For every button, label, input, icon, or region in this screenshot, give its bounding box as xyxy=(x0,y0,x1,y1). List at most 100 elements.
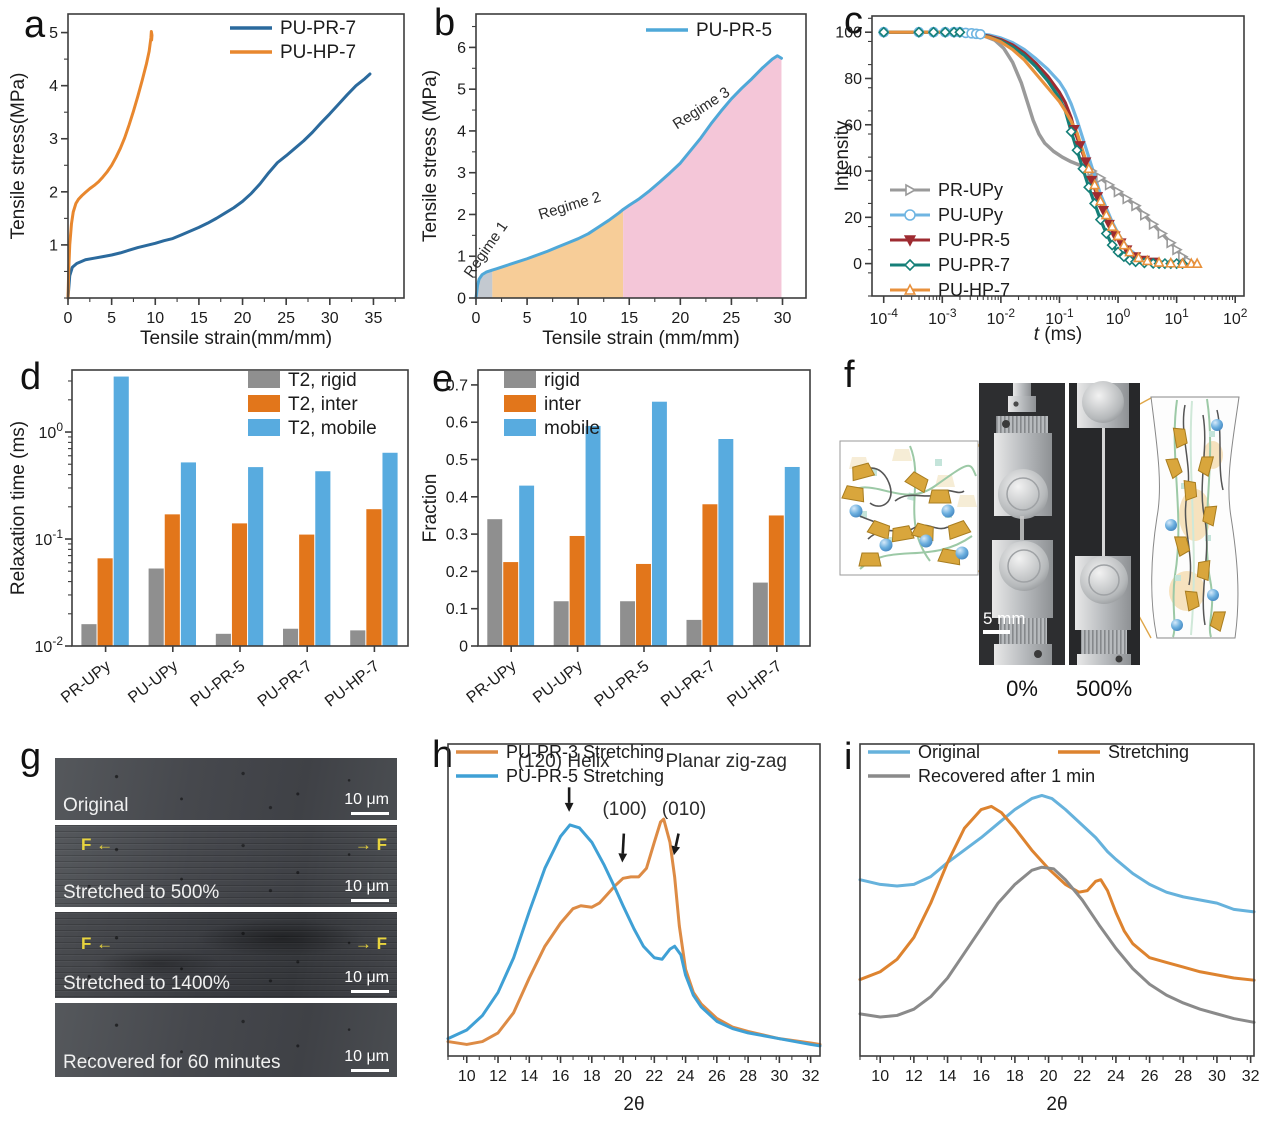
svg-text:35: 35 xyxy=(365,310,383,327)
svg-text:10: 10 xyxy=(871,1068,889,1085)
svg-text:26: 26 xyxy=(1141,1068,1159,1085)
svg-text:inter: inter xyxy=(544,394,582,415)
tensile-test-illustration: 5 mm 0% 500% xyxy=(839,381,1240,701)
svg-text:28: 28 xyxy=(1174,1068,1192,1085)
scale-bar xyxy=(351,1068,389,1072)
svg-text:T2, rigid: T2, rigid xyxy=(288,370,357,391)
svg-text:20: 20 xyxy=(234,310,252,327)
svg-text:0.7: 0.7 xyxy=(446,377,468,394)
svg-text:16: 16 xyxy=(972,1068,990,1085)
scale-bar xyxy=(351,898,389,902)
svg-text:5: 5 xyxy=(523,310,532,327)
svg-text:5: 5 xyxy=(457,82,466,99)
svg-text:T2, inter: T2, inter xyxy=(288,394,358,415)
svg-text:5: 5 xyxy=(107,310,116,327)
micrograph-label: Recovered for 60 minutes xyxy=(63,1052,281,1073)
svg-text:10-2: 10-2 xyxy=(35,634,64,656)
force-arrow-left: F ← xyxy=(81,934,114,954)
svg-text:4: 4 xyxy=(49,78,58,95)
svg-text:101: 101 xyxy=(1164,306,1189,328)
svg-text:Stretching: Stretching xyxy=(1108,742,1189,762)
svg-text:0.2: 0.2 xyxy=(446,564,468,581)
svg-text:102: 102 xyxy=(1223,306,1248,328)
svg-text:5: 5 xyxy=(49,25,58,42)
svg-text:26: 26 xyxy=(708,1068,726,1085)
svg-text:40: 40 xyxy=(844,164,862,181)
svg-text:18: 18 xyxy=(1006,1068,1024,1085)
svg-text:(100): (100) xyxy=(602,799,646,820)
photo-stretched-500 xyxy=(1069,381,1140,665)
micrograph-recovered: Recovered for 60 minutes 10 μm xyxy=(55,1003,397,1077)
svg-text:22: 22 xyxy=(645,1068,663,1085)
scale-bar xyxy=(351,811,389,815)
panel-f-stretch-photos: 5 mm 0% 500% xyxy=(832,358,1262,735)
svg-text:10-1: 10-1 xyxy=(1045,306,1074,328)
svg-text:2θ: 2θ xyxy=(623,1094,644,1115)
svg-text:Regime 2: Regime 2 xyxy=(537,188,603,223)
svg-text:10-3: 10-3 xyxy=(928,306,957,328)
scale-bar-label: 5 mm xyxy=(983,609,1026,628)
panel-letter-g: g xyxy=(20,736,42,778)
network-schematic-stretched xyxy=(1150,396,1240,639)
micrograph-stretched-1400: F ← → F Stretched to 1400% 10 μm xyxy=(55,912,397,998)
svg-text:(120) Helix: (120) Helix xyxy=(518,751,610,772)
svg-text:10: 10 xyxy=(146,310,164,327)
svg-text:100: 100 xyxy=(835,25,862,42)
force-arrow-right: → F xyxy=(354,834,387,854)
micrograph-stretched-500: F ← → F Stretched to 500% 10 μm xyxy=(55,825,397,907)
svg-text:PU-HP-7: PU-HP-7 xyxy=(938,280,1010,300)
scale-bar-label: 10 μm xyxy=(344,1047,389,1065)
svg-text:12: 12 xyxy=(905,1068,923,1085)
svg-text:PR-UPy: PR-UPy xyxy=(58,658,114,707)
svg-text:10: 10 xyxy=(569,310,587,327)
svg-text:PU-UPy: PU-UPy xyxy=(125,658,181,707)
svg-text:20: 20 xyxy=(671,310,689,327)
svg-text:100: 100 xyxy=(39,420,64,442)
scale-bar xyxy=(983,630,1010,634)
panel-c-nmr-decay-chart: 10-4 10-3 10-2 10-1 100 101 102 0 20 40 60 80 100 t (… xyxy=(832,4,1262,355)
svg-text:30: 30 xyxy=(321,310,339,327)
panel-letter-f: f xyxy=(844,354,855,396)
svg-text:28: 28 xyxy=(739,1068,757,1085)
micrograph-label: Original xyxy=(63,795,129,816)
svg-text:PU-PR-3 Stretching: PU-PR-3 Stretching xyxy=(506,742,664,762)
svg-text:Tensile stress (MPa): Tensile stress (MPa) xyxy=(420,70,441,242)
svg-text:PU-PR-7: PU-PR-7 xyxy=(938,255,1010,275)
svg-text:PU-PR-7: PU-PR-7 xyxy=(255,658,316,711)
photo-unstretched: 5 mm xyxy=(979,383,1065,665)
svg-text:1: 1 xyxy=(457,249,466,266)
panel-letter-d: d xyxy=(20,356,42,398)
panel-letter-e: e xyxy=(432,358,454,400)
svg-text:0.5: 0.5 xyxy=(446,452,468,469)
svg-text:30: 30 xyxy=(774,310,792,327)
panel-letter-c: c xyxy=(844,0,863,42)
svg-text:0: 0 xyxy=(459,639,468,656)
svg-text:10-1: 10-1 xyxy=(35,527,64,549)
svg-text:t (ms): t (ms) xyxy=(1034,324,1083,345)
svg-text:PU-HP-7: PU-HP-7 xyxy=(280,42,356,63)
stress-strain-chart-a: 0 5 10 15 20 25 30 35 1 2 3 4 5 Tensile strain(mm/mm)… xyxy=(8,13,405,349)
svg-text:1: 1 xyxy=(49,237,58,254)
svg-text:20: 20 xyxy=(844,210,862,227)
svg-text:32: 32 xyxy=(802,1068,820,1085)
svg-text:PU-PR-5 Stretching: PU-PR-5 Stretching xyxy=(506,766,664,786)
force-arrow-right: → F xyxy=(354,934,387,954)
svg-text:Tensile strain (mm/mm): Tensile strain (mm/mm) xyxy=(542,328,739,349)
svg-text:14: 14 xyxy=(939,1068,957,1085)
svg-text:24: 24 xyxy=(677,1068,695,1085)
svg-text:rigid: rigid xyxy=(544,370,580,391)
svg-text:12: 12 xyxy=(489,1068,507,1085)
panel-i-xrd-recovery-chart: 10 12 14 16 18 20 22 24 26 28 30 32 2θ Original Stretc… xyxy=(832,736,1262,1123)
panel-letter-i: i xyxy=(844,736,853,778)
panel-g-micrographs: Original 10 μm F ← → F Stretched to 500%… xyxy=(8,736,418,1120)
stress-strain-chart-b: 0 5 10 15 20 25 30 0 1 2 3 4 5 6 Tensile strain (mm/mm… xyxy=(420,13,807,349)
svg-text:PU-HP-7: PU-HP-7 xyxy=(724,658,785,711)
svg-text:0: 0 xyxy=(457,291,466,308)
svg-text:Tensile strain(mm/mm): Tensile strain(mm/mm) xyxy=(140,328,332,349)
svg-text:2θ: 2θ xyxy=(1046,1094,1067,1115)
svg-text:18: 18 xyxy=(583,1068,601,1085)
xrd-chart-h: 10 12 14 16 18 20 22 24 26 28 30 32 2θ (120) Helix (10… xyxy=(446,742,822,1115)
svg-text:3: 3 xyxy=(49,131,58,148)
svg-text:T2, mobile: T2, mobile xyxy=(288,418,377,439)
